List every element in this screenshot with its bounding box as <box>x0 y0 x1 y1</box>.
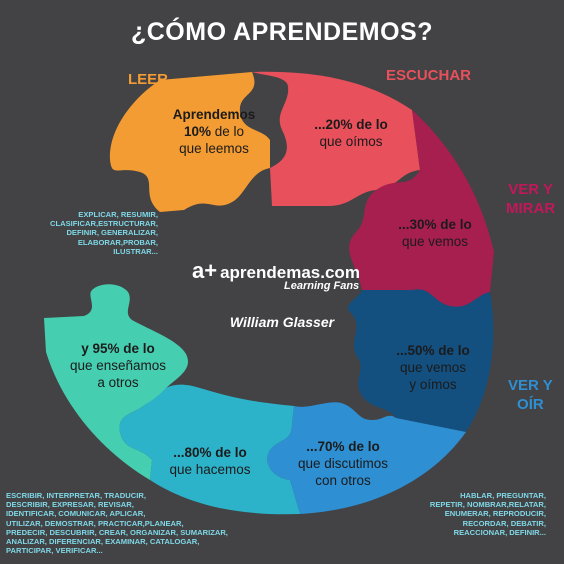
piece-text-line: que discutimos <box>297 456 389 471</box>
piece-text-line: que hacemos <box>169 462 251 477</box>
piece-text-ver-oir: ...50% de lo que vemos y oímos <box>378 342 488 393</box>
verb-line: UTILIZAR, DEMOSTRAR, PRACTICAR,PLANEAR, <box>6 518 184 528</box>
verbs-bottom-right: HABLAR, PREGUNTAR, REPETIR, NOMBRAR,RELA… <box>412 491 546 537</box>
verb-line: ILUSTRAR... <box>113 246 158 256</box>
piece-strong: y 95% de lo <box>81 341 155 356</box>
puzzle-piece-leer <box>109 72 271 212</box>
category-ver-mirar-line-1: VER Y <box>508 181 553 198</box>
puzzle-piece-escuchar <box>252 71 420 206</box>
piece-strong: Aprendemos <box>172 107 256 122</box>
verb-line: RECORDAR, DEBATIR, <box>462 518 546 528</box>
puzzle-piece-discutir <box>267 402 466 514</box>
piece-text-line: de lo <box>214 124 245 139</box>
piece-text-hacer: ...80% de lo que hacemos <box>154 444 266 478</box>
verb-line: DESCRIBIR, EXPRESAR, REVISAR, <box>6 500 134 510</box>
piece-text-discutir: ...70% de lo que discutimos con otros <box>282 438 404 489</box>
verbs-upper-left: EXPLICAR, RESUMIR, CLASIFICAR,ESTRUCTURA… <box>28 210 158 256</box>
category-leer: LEER <box>128 71 169 88</box>
verb-line: ENUMERAR, REPRODUCIR, <box>444 509 546 519</box>
piece-strong: 10% <box>183 124 211 139</box>
verb-line: PREDECIR, DESCUBRIR, CREAR, ORGANIZAR, S… <box>6 527 228 537</box>
page-title: ¿CÓMO APRENDEMOS? <box>130 18 434 46</box>
author: William Glasser <box>229 314 335 330</box>
category-ver-oir: VER Y OÍR <box>508 376 553 414</box>
category-ver-oir-line-2: OÍR <box>517 396 544 413</box>
verb-line: REPETIR, NOMBRAR,RELATAR, <box>429 500 546 510</box>
piece-text-line: que leemos <box>179 141 249 156</box>
category-escuchar: ESCUCHAR <box>386 67 472 84</box>
brand: a+ aprendemas.com <box>192 258 360 284</box>
verb-line: ANALIZAR, DIFERENCIAR, EXAMINAR, CATALOG… <box>6 537 200 547</box>
brand-logo: a+ <box>192 258 218 283</box>
piece-text-line: que enseñamos <box>69 358 167 373</box>
piece-text-line: y oímos <box>409 377 457 392</box>
verb-line: CLASIFICAR,ESTRUCTURAR, <box>50 219 158 229</box>
piece-strong: ...30% de lo <box>398 217 472 232</box>
brand-tagline: Learning Fans <box>284 280 360 292</box>
verbs-bottom-left: ESCRIBIR, INTERPRETAR, TRADUCIR, DESCRIB… <box>6 491 246 555</box>
piece-strong: ...80% de lo <box>173 445 247 460</box>
verb-line: EXPLICAR, RESUMIR, <box>78 210 158 219</box>
piece-text-line: con otros <box>315 473 371 488</box>
brand-name: aprendemas.com <box>220 263 360 282</box>
category-ver-mirar: VER Y MIRAR <box>506 180 555 218</box>
verb-line: DEFINIR, GENERALIZAR, <box>66 228 158 238</box>
verb-line: HABLAR, PREGUNTAR, <box>460 491 546 500</box>
verb-line: PARTICIPAR, VERIFICAR... <box>6 546 103 556</box>
piece-text-ensenar: y 95% de lo que enseñamos a otros <box>62 340 174 391</box>
piece-text-line: que vemos <box>401 234 469 249</box>
piece-text-leer: Aprendemos 10% de lo que leemos <box>158 106 270 157</box>
puzzle-piece-ver-oir <box>347 289 494 432</box>
category-ver-mirar-line-2: MIRAR <box>506 200 556 217</box>
piece-text-ver-mirar: ...30% de lo que vemos <box>380 216 490 250</box>
piece-strong: ...20% de lo <box>314 117 388 132</box>
puzzle-piece-ver-mirar <box>349 110 494 307</box>
puzzle-piece-hacer <box>119 384 301 515</box>
verb-line: ELABORAR,PROBAR, <box>77 237 158 247</box>
category-ver-oir-line-1: VER Y <box>508 377 553 394</box>
puzzle-piece-ensenar <box>44 284 188 480</box>
piece-text-line: a otros <box>97 375 139 390</box>
piece-text-line: que oímos <box>319 134 383 149</box>
piece-text-escuchar: ...20% de lo que oímos <box>296 116 406 150</box>
verb-line: ESCRIBIR, INTERPRETAR, TRADUCIR, <box>6 491 146 500</box>
verb-line: REACCIONAR, DEFINIR... <box>453 527 546 537</box>
piece-strong: ...50% de lo <box>396 343 470 358</box>
verb-line: IDENTIFICAR, COMUNICAR, APLICAR, <box>6 509 146 519</box>
piece-strong: ...70% de lo <box>306 439 380 454</box>
piece-text-line: que vemos <box>399 360 467 375</box>
